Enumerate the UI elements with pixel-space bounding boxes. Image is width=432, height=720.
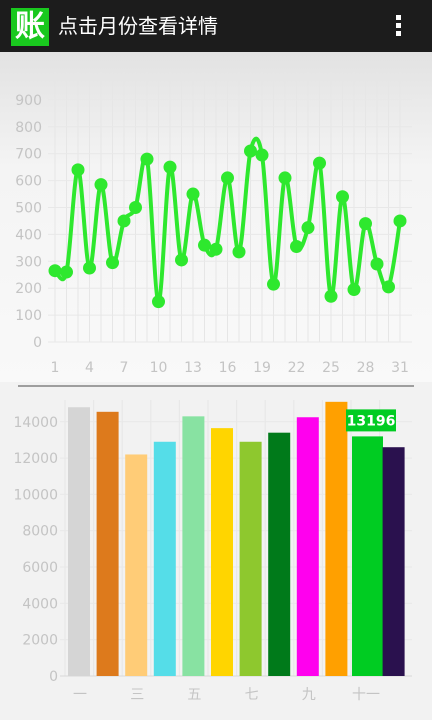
daily-line-chart[interactable]: 0 100 200 300 400 500 600 700 800 900 1 4 7 10 13 16 19 2…: [15, 72, 412, 376]
line-data-point[interactable]: [347, 283, 361, 297]
line-xtick-label: 28: [357, 360, 375, 376]
bar-month-7[interactable]: [239, 441, 262, 676]
line-ytick-label: 500: [15, 201, 42, 217]
bar-ytick-label: 8000: [22, 524, 58, 540]
line-ytick-label: 800: [15, 120, 42, 136]
bar-ytick-label: 0: [49, 669, 58, 685]
bar-ytick-label: 12000: [13, 451, 58, 467]
charts-area: 0 100 200 300 400 500 600 700 800 900 1 4 7 10 13 16 19 2…: [0, 52, 432, 703]
line-xtick-label: 7: [120, 360, 129, 376]
line-data-point[interactable]: [232, 245, 246, 259]
monthly-bar-chart[interactable]: 0 2000 4000 6000 8000 10000 12000 14000 一 三 五 七 九 十一 1…: [13, 400, 412, 703]
bar-xtick-label: 三: [130, 687, 144, 703]
line-xtick-label: 25: [322, 360, 340, 376]
line-data-point[interactable]: [359, 217, 372, 231]
bar-month-1[interactable]: [68, 407, 90, 676]
line-ytick-label: 0: [33, 335, 42, 351]
bar-ytick-label: 6000: [22, 560, 58, 576]
bar-ytick-label: 2000: [22, 633, 58, 649]
app-bar: 账 点击月份查看详情: [0, 0, 432, 52]
line-data-point[interactable]: [278, 171, 292, 185]
line-ytick-label: 900: [15, 93, 42, 109]
line-ytick-label: 100: [15, 308, 42, 324]
line-ytick-label: 400: [15, 227, 42, 243]
line-data-point[interactable]: [152, 295, 165, 309]
line-data-point[interactable]: [382, 280, 395, 294]
app-logo-icon: 账: [11, 8, 49, 46]
bar-xtick-label: 十一: [352, 687, 380, 703]
line-ytick-label: 300: [15, 254, 42, 270]
line-data-point[interactable]: [60, 265, 73, 279]
line-data-point[interactable]: [140, 152, 154, 166]
bar-month-10[interactable]: [325, 401, 348, 676]
selected-value-label: 13196: [347, 413, 396, 429]
line-xtick-label: 16: [219, 360, 237, 376]
line-data-point[interactable]: [221, 171, 234, 185]
line-data-point[interactable]: [290, 240, 303, 254]
line-data-point[interactable]: [198, 238, 211, 252]
bar-month-8[interactable]: [268, 432, 291, 676]
line-data-point[interactable]: [324, 289, 338, 303]
line-data-point[interactable]: [313, 156, 326, 170]
line-data-point[interactable]: [370, 257, 384, 271]
line-data-point[interactable]: [301, 221, 315, 235]
bar-month-2[interactable]: [96, 411, 119, 676]
line-data-point[interactable]: [336, 190, 349, 204]
bar-ytick-label: 10000: [13, 487, 58, 503]
bar-month-3[interactable]: [125, 454, 148, 676]
bar-ytick-label: 14000: [13, 415, 58, 431]
line-ytick-label: 200: [15, 281, 42, 297]
line-data-point[interactable]: [94, 178, 108, 192]
line-data-point[interactable]: [267, 277, 280, 291]
line-ytick-label: 700: [15, 147, 42, 163]
line-xtick-label: 10: [150, 360, 168, 376]
line-data-point[interactable]: [244, 144, 257, 158]
line-data-point[interactable]: [117, 214, 131, 228]
line-xtick-label: 31: [391, 360, 409, 376]
line-data-point[interactable]: [209, 242, 223, 256]
line-data-point[interactable]: [163, 160, 177, 174]
line-xtick-label: 4: [85, 360, 94, 376]
line-ytick-label: 600: [15, 174, 42, 190]
line-data-point[interactable]: [106, 256, 119, 270]
bar-ytick-label: 4000: [22, 596, 58, 612]
bar-month-12[interactable]: [382, 447, 405, 676]
bar-xtick-label: 一: [73, 687, 87, 703]
bar-month-5[interactable]: [182, 416, 205, 676]
overflow-menu-icon[interactable]: [392, 12, 406, 40]
line-data-point[interactable]: [186, 187, 200, 201]
line-xtick-label: 1: [51, 360, 60, 376]
bar-month-4[interactable]: [153, 441, 176, 676]
bar-xtick-label: 五: [187, 687, 201, 703]
line-xtick-label: 22: [288, 360, 306, 376]
app-title: 点击月份查看详情: [58, 14, 218, 38]
line-data-point[interactable]: [48, 264, 62, 278]
line-xtick-label: 13: [184, 360, 202, 376]
bar-xtick-label: 九: [302, 687, 316, 703]
bar-month-6[interactable]: [211, 428, 233, 676]
bar-xtick-label: 七: [245, 687, 259, 703]
line-data-point[interactable]: [83, 261, 96, 275]
line-data-point[interactable]: [175, 253, 188, 267]
line-data-point[interactable]: [255, 148, 269, 162]
line-data-point[interactable]: [71, 163, 85, 177]
line-data-point[interactable]: [129, 201, 142, 214]
selected-value-badge: [346, 409, 396, 432]
bar-month-9[interactable]: [296, 417, 319, 676]
line-xtick-label: 19: [253, 360, 271, 376]
line-data-point[interactable]: [393, 214, 407, 228]
bar-month-11[interactable]: [352, 436, 383, 676]
